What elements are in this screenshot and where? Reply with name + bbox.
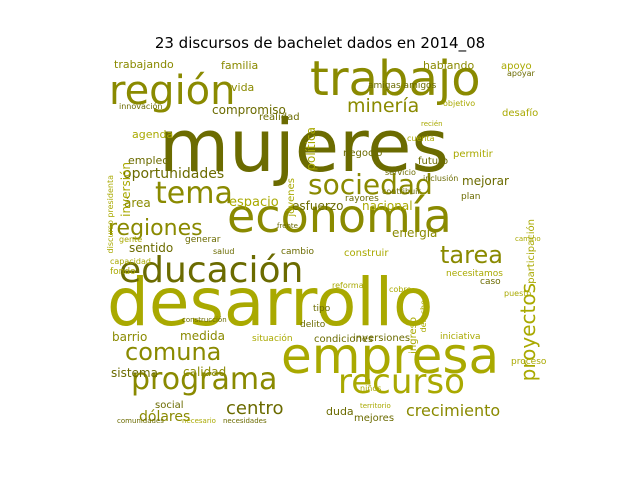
word-cloud-word: recién — [421, 120, 443, 128]
word-cloud-word: cobre — [389, 285, 412, 294]
word-cloud-word: social — [155, 400, 184, 411]
word-cloud-word: apoyar — [507, 69, 535, 78]
word-cloud-word: trabajo — [310, 55, 481, 107]
word-cloud-word: tema — [155, 176, 233, 211]
word-cloud-word: inversiones — [353, 333, 411, 344]
word-cloud-word: participación — [526, 219, 537, 284]
word-cloud-word: negocio — [343, 148, 383, 159]
word-cloud-word: frente — [277, 222, 298, 230]
word-cloud-word: niños — [360, 384, 382, 393]
word-cloud-word: condiciones — [314, 334, 374, 345]
word-cloud-word: programa — [131, 362, 278, 397]
word-cloud-word: medida — [180, 329, 225, 343]
word-cloud-word: realidad — [259, 112, 300, 123]
word-cloud-word: vida — [231, 81, 255, 94]
word-cloud-word: región — [109, 68, 236, 114]
word-cloud-word: sentido — [129, 241, 174, 255]
word-cloud-word: construir — [344, 248, 389, 259]
word-cloud-word: regiones — [108, 216, 203, 241]
word-cloud-word: mejores — [354, 413, 395, 424]
word-cloud-word: contribuir — [382, 187, 421, 196]
word-cloud-word: crecimiento — [406, 401, 501, 420]
word-cloud-word: territorio — [360, 402, 391, 410]
word-cloud-word: jóvenes — [286, 178, 297, 217]
word-cloud-word: economía — [227, 189, 452, 243]
word-cloud-word: futuro — [418, 156, 449, 167]
word-cloud-word: situación — [252, 334, 293, 344]
word-cloud-word: familia — [221, 59, 259, 72]
word-cloud-word: cuenta — [407, 134, 435, 143]
word-cloud-word: generar — [185, 235, 221, 245]
word-cloud-word: desafío — [502, 108, 539, 119]
word-cloud-word: cambio — [281, 247, 314, 257]
word-cloud-word: educación — [119, 250, 304, 291]
word-cloud: mujeres desarrollo trabajo economía empresa r… — [107, 55, 561, 425]
word-cloud-word: puesto — [504, 289, 532, 298]
word-cloud-word: objetivo — [443, 99, 476, 108]
word-cloud-word: espacio — [229, 195, 279, 210]
word-cloud-word: plan — [461, 192, 481, 202]
word-cloud-word: sistema — [111, 366, 158, 380]
word-cloud-word: necesidades — [223, 417, 267, 425]
word-cloud-word: mejorar — [462, 174, 509, 188]
word-cloud-word: energía — [392, 226, 438, 240]
word-cloud-word: oportunidades — [123, 166, 225, 182]
word-cloud-word: derecho — [419, 300, 428, 333]
word-cloud-word: amigas amigos — [368, 81, 437, 91]
word-cloud-word: necesario — [182, 417, 216, 425]
word-cloud-word: caso — [480, 277, 501, 287]
word-cloud-word: nacional — [362, 199, 413, 213]
word-cloud-word: salud — [213, 247, 235, 256]
word-cloud-word: desarrollo — [107, 264, 434, 341]
word-cloud-word: gente — [119, 235, 143, 244]
word-cloud-word: empleo — [128, 154, 170, 167]
word-cloud-word: hablando — [423, 59, 475, 72]
word-cloud-word: calidad — [183, 365, 227, 379]
word-cloud-word: construcción — [182, 316, 227, 324]
word-cloud-word: trabajando — [114, 58, 174, 71]
word-cloud-word: proceso — [511, 357, 547, 367]
word-cloud-word: comuna — [125, 338, 222, 366]
word-cloud-word: servicio — [385, 168, 416, 177]
word-cloud-word: empresa — [281, 327, 500, 385]
word-cloud-word: esfuerzo — [292, 199, 344, 213]
word-cloud-word: política — [304, 127, 318, 171]
word-cloud-word: apoyo — [501, 61, 532, 72]
word-cloud-word: agenda — [132, 128, 174, 141]
word-cloud-word: rayores — [345, 194, 379, 204]
word-cloud-word: recurso — [338, 362, 465, 402]
word-cloud-word: discurso presidenta — [107, 175, 115, 254]
word-cloud-word: iniciativa — [440, 332, 481, 342]
word-cloud-word: comunidades — [117, 417, 164, 425]
word-cloud-word: compromiso — [212, 103, 286, 117]
word-cloud-word: necesitamos — [446, 269, 503, 279]
word-cloud-word: capacidad — [110, 257, 151, 266]
word-cloud-word: inclusión — [423, 174, 459, 183]
word-cloud-word: camino — [515, 235, 541, 243]
word-cloud-word: ingreso — [408, 317, 419, 354]
word-cloud-word: minería — [347, 95, 420, 117]
word-cloud-word: sociedad — [308, 168, 433, 201]
word-cloud-word: permitir — [453, 149, 493, 160]
word-cloud-word: tipo — [313, 304, 331, 314]
word-cloud-word: reforma — [332, 281, 364, 290]
word-cloud-word: área — [124, 196, 151, 210]
word-cloud-word: mujeres — [159, 104, 449, 188]
word-cloud-word: duda — [326, 405, 354, 418]
figure-title: 23 discursos de bachelet dados en 2014_0… — [154, 34, 486, 52]
word-cloud-word: barrio — [112, 330, 148, 344]
word-cloud-word: delito — [300, 320, 326, 330]
word-cloud-word: fondo — [110, 267, 136, 277]
word-cloud-word: centro — [226, 398, 284, 419]
word-cloud-word: innovación — [119, 102, 163, 111]
word-cloud-word: tarea — [440, 241, 503, 269]
word-cloud-word: dólares — [139, 409, 191, 425]
